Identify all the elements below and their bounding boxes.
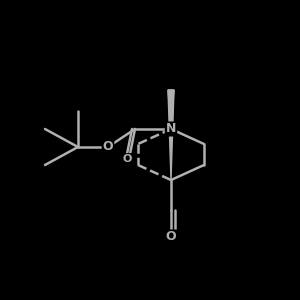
Text: O: O (166, 230, 176, 244)
Polygon shape (168, 90, 174, 129)
Polygon shape (168, 90, 174, 180)
Text: N: N (166, 122, 176, 136)
Text: O: O (123, 154, 132, 164)
Text: O: O (103, 140, 113, 154)
